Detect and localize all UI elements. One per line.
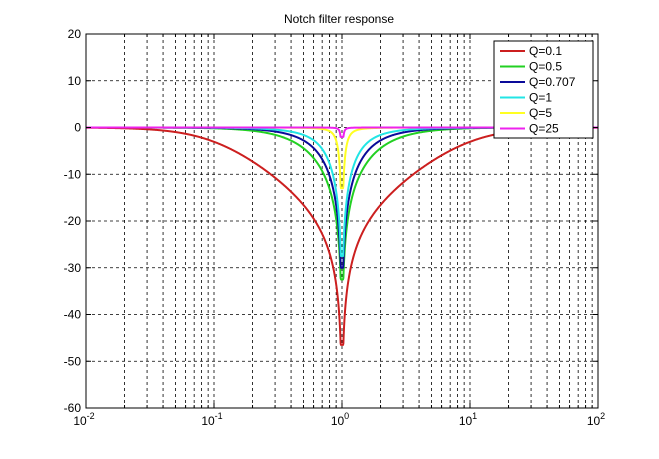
legend-box (493, 40, 594, 139)
y-tick-label: -30 (64, 261, 82, 275)
y-tick-label: -10 (64, 167, 82, 181)
legend-label: Q=0.5 (529, 60, 562, 74)
legend-label: Q=1 (529, 91, 552, 105)
axis-ticks (85, 33, 599, 409)
x-tick-label: 101 (459, 411, 477, 428)
legend: Q=0.1 Q=0.5Q=0.707 Q=1Q=5 Q=25 (493, 40, 594, 139)
legend-label: Q=25 (529, 122, 559, 136)
legend-label: Q=5 (529, 106, 552, 120)
legend-label: Q=0.1 (529, 44, 562, 58)
x-tick-label: 10-1 (201, 411, 222, 428)
y-tick-label: 0 (74, 121, 81, 135)
legend-label: Q=0.707 (529, 75, 576, 89)
y-tick-label: -40 (64, 308, 82, 322)
y-tick-label: 20 (68, 27, 82, 41)
y-tick-label: -20 (64, 214, 82, 228)
x-tick-label: 10-2 (73, 411, 94, 428)
chart-title: Notch filter response (284, 12, 394, 26)
x-tick-label: 100 (331, 411, 349, 428)
x-tick-labels: 10-2 10-1 100 101 102 (73, 411, 605, 428)
y-tick-label: 10 (68, 74, 82, 88)
x-tick-label: 102 (587, 411, 605, 428)
y-tick-label: -50 (64, 354, 82, 368)
y-tick-label: -60 (64, 401, 82, 415)
y-tick-labels: 20 10 0 -10 -20 -30 -40 -50 -60 (64, 27, 82, 415)
